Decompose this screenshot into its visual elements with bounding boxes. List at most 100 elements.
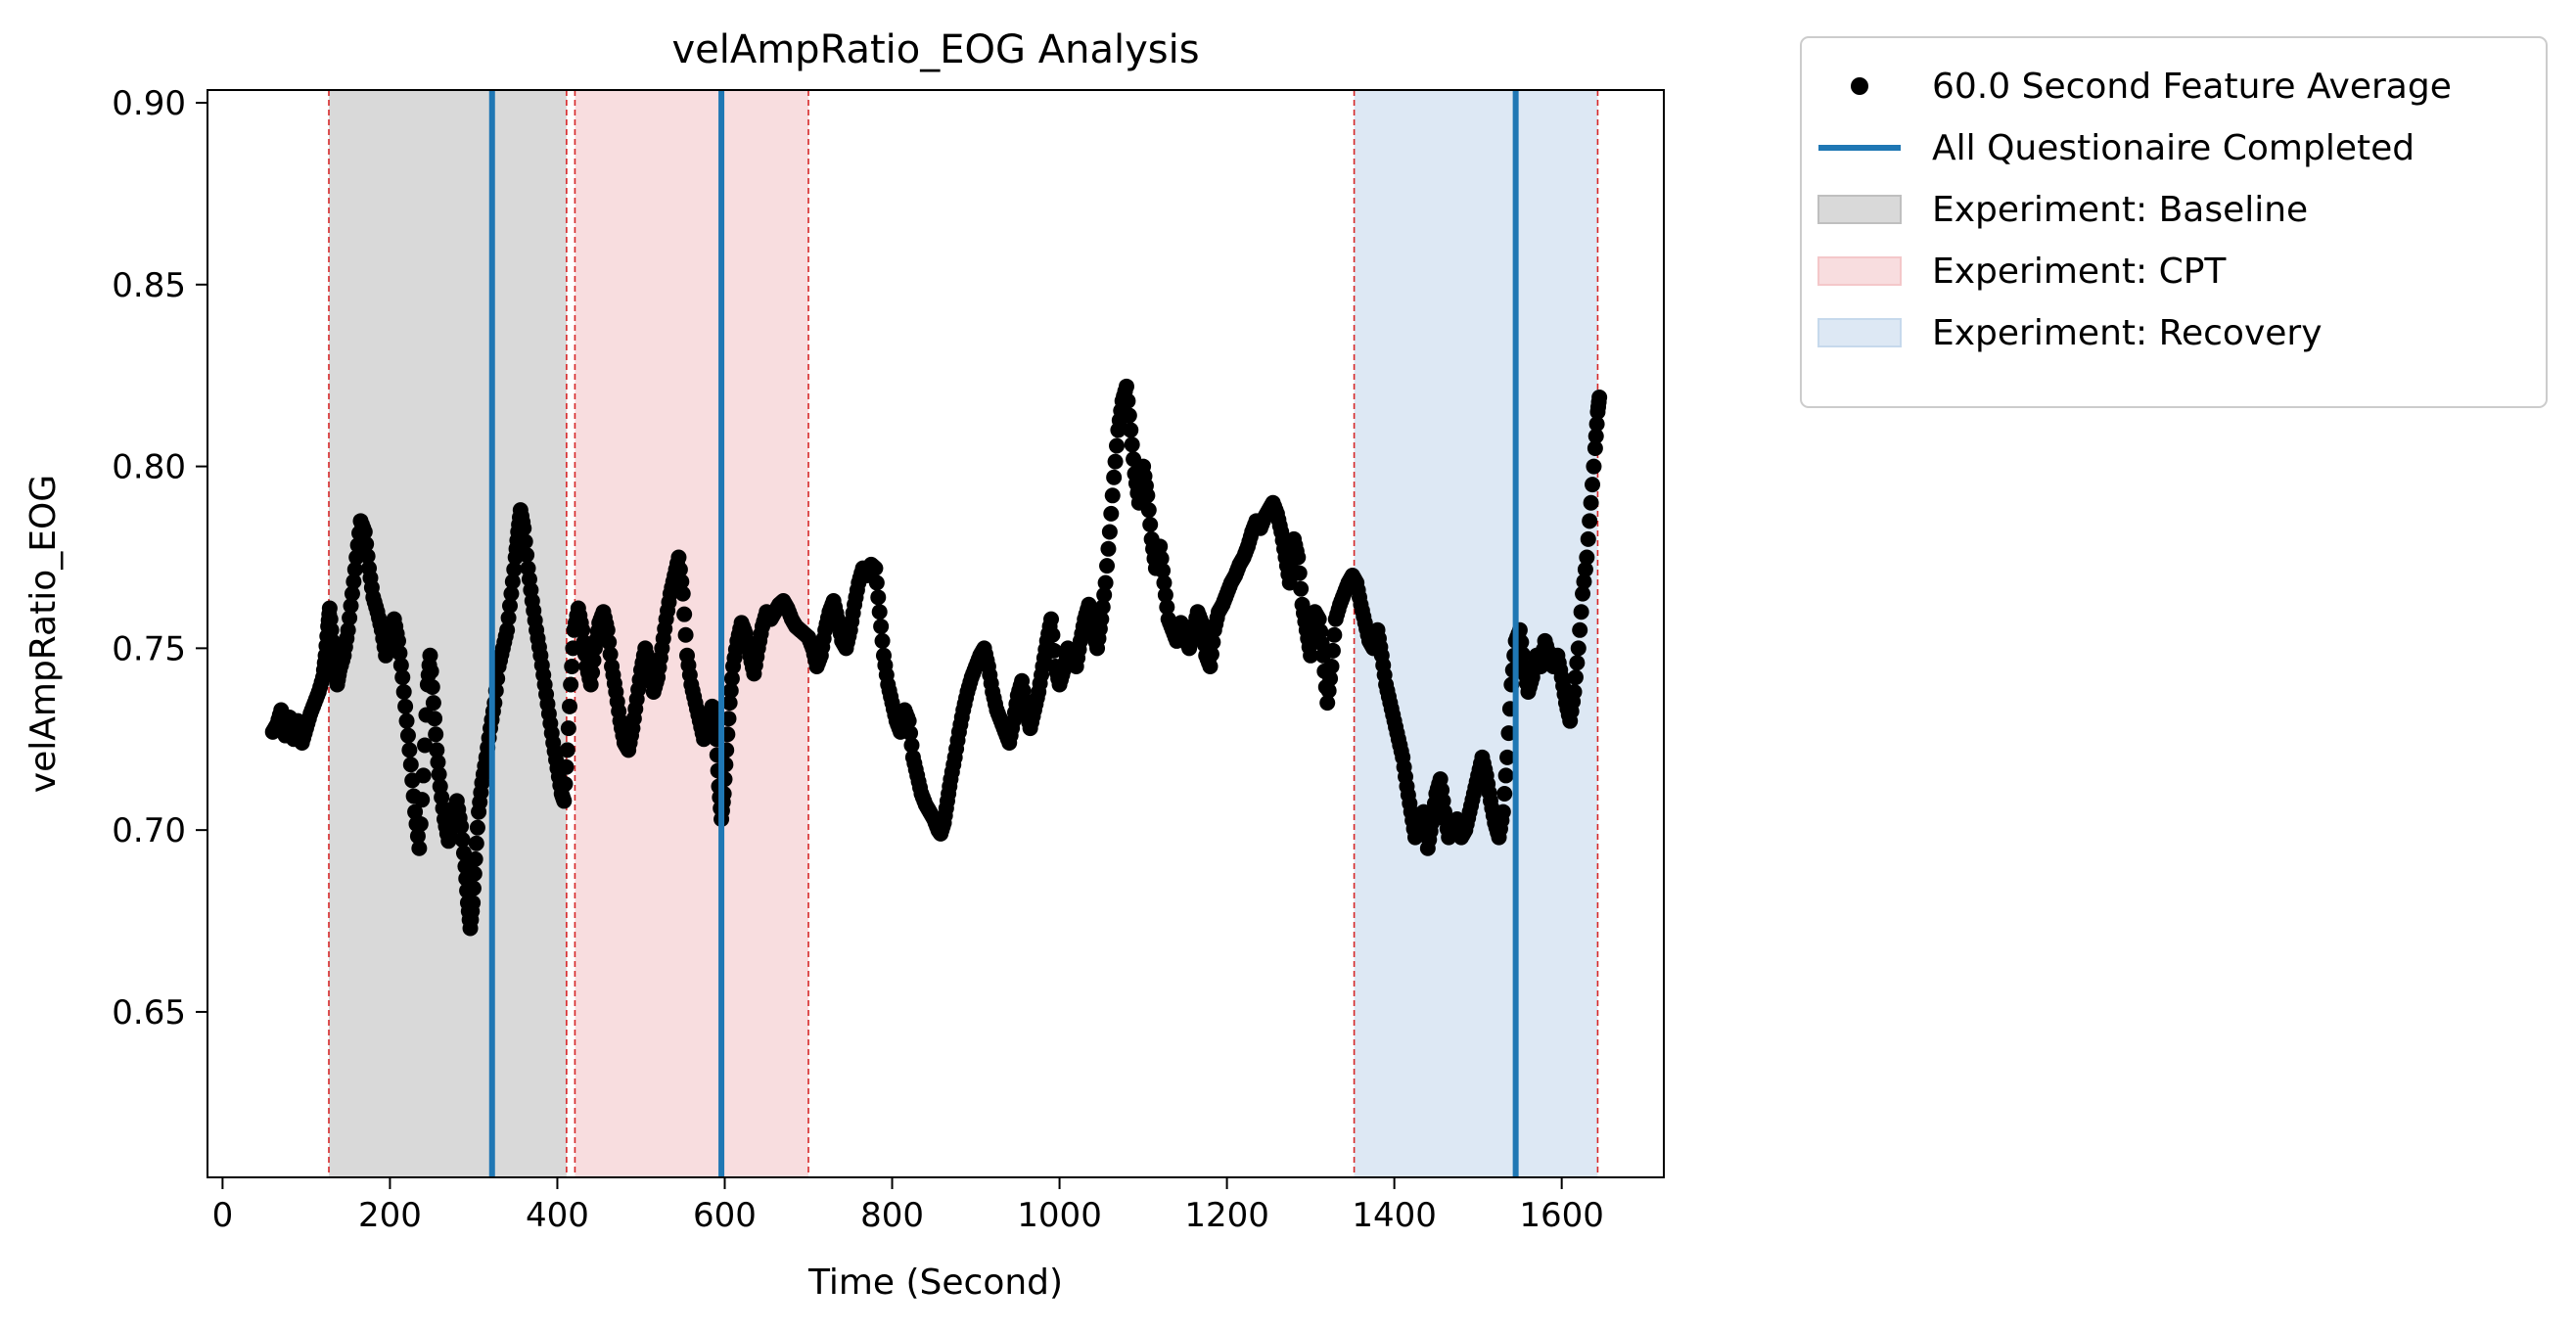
data-point [673,574,690,590]
data-point [412,815,429,832]
data-point [1142,517,1159,533]
data-point [721,695,738,712]
data-point [359,548,376,565]
data-point [431,766,447,783]
x-tick-label: 1600 [1519,1196,1604,1235]
data-point [1121,407,1137,424]
data-point [1497,767,1514,784]
data-point [344,585,360,602]
data-point [868,574,885,591]
data-point [900,712,917,729]
data-point [602,646,619,663]
data-point [1123,422,1139,438]
data-point [1155,563,1172,579]
data-point [1572,621,1588,638]
data-point [1139,487,1156,504]
data-point [1290,549,1307,566]
data-point [671,561,688,577]
x-axis-label: Time (Second) [807,1263,1063,1303]
legend: 60.0 Second Feature Average All Questiona… [1800,36,2548,408]
y-axis-label: velAmpRatio_EOG [23,475,64,793]
data-point [871,604,888,620]
data-point [391,645,408,662]
x-tick-label: 800 [860,1196,924,1235]
data-point [1120,392,1136,409]
region-2 [1354,90,1598,1177]
data-point [407,804,424,820]
x-tick-label: 1200 [1184,1196,1269,1235]
data-point [1101,524,1118,540]
data-point [1140,502,1157,519]
data-point [358,535,375,552]
data-point [1100,540,1117,557]
data-point [499,621,516,638]
data-point [506,561,523,577]
experiment-regions [328,90,1599,1177]
data-point [1312,623,1329,640]
data-point [1203,646,1219,663]
data-point [584,665,601,681]
data-point [1566,683,1583,700]
data-point [1567,669,1584,686]
data-point [402,757,419,773]
data-point [1104,487,1121,504]
data-point [422,647,438,664]
data-point [563,676,579,693]
data-point [465,880,482,896]
data-point [1157,586,1173,603]
legend-label: 60.0 Second Feature Average [1932,67,2452,107]
plot-frame [207,89,1665,1178]
data-point [556,793,573,809]
data-point [1045,642,1062,659]
y-tick-label: 0.90 [112,84,186,123]
data-point [903,737,920,754]
chart-title: velAmpRatio_EOG Analysis [671,27,1199,72]
data-point [1569,655,1586,671]
data-point [390,632,406,649]
data-point [502,598,519,615]
data-point [560,720,576,737]
legend-box [1800,36,2548,408]
x-axis-ticks: 0 200 400 600 800 1000 1200 1400 1600 [212,1177,1604,1235]
data-point [874,632,891,649]
data-point [417,737,434,754]
data-point [397,698,414,714]
data-point [1096,586,1113,603]
data-point [1585,477,1601,493]
x-tick-label: 0 [212,1196,234,1235]
y-tick-label: 0.70 [112,811,186,850]
data-point [1576,574,1592,590]
data-point [469,819,485,836]
data-point [1124,436,1140,453]
data-point [723,670,740,687]
data-point [1291,565,1308,581]
data-point [392,657,409,673]
data-point [1156,574,1173,591]
data-point [423,663,439,679]
data-point [1097,574,1114,591]
data-point [558,758,575,775]
data-point [1043,611,1060,627]
data-point [601,634,618,651]
legend-label: Experiment: Baseline [1932,190,2308,230]
data-point [398,712,415,729]
data-point [346,561,363,577]
y-tick-label: 0.85 [112,266,186,305]
data-point [1326,626,1343,643]
y-axis-ticks: 0.65 0.70 0.75 0.80 0.85 0.90 [112,84,207,1033]
data-point [1099,558,1116,574]
data-point [428,726,444,743]
data-point [1582,513,1598,529]
data-point [356,524,373,540]
scatter-series [264,378,1608,937]
data-point [1499,749,1516,765]
legend-patch [1817,318,1902,347]
data-point [429,742,445,758]
data-point [676,606,693,622]
y-tick-label: 0.80 [112,448,186,487]
data-point [340,621,356,638]
data-point [411,840,428,856]
data-point [1324,642,1341,659]
y-tick-label: 0.65 [112,993,186,1033]
